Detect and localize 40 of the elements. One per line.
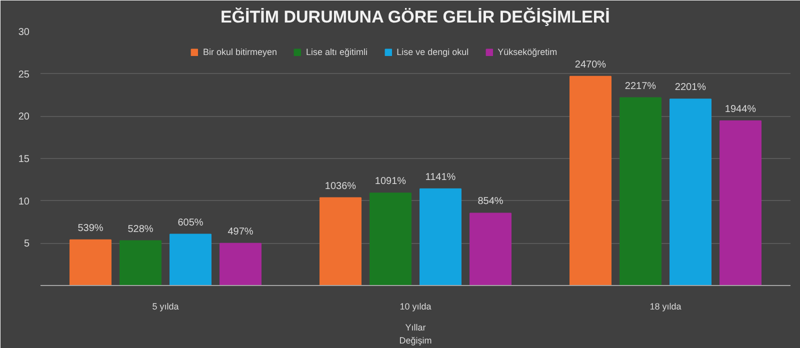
bar <box>170 234 212 286</box>
data-label: 1036% <box>324 180 356 192</box>
y-tick-label: 30 <box>18 27 30 38</box>
x-tick-label: 10 yılda <box>400 302 432 312</box>
data-label: 2470% <box>574 59 606 70</box>
data-label: 2217% <box>624 80 656 92</box>
data-label: 1141% <box>425 172 456 183</box>
legend-label: Lise ve dengi okul <box>396 47 469 57</box>
bar <box>720 120 762 286</box>
y-tick-label: 5 <box>24 238 30 250</box>
legend-label: Lise altı eğitimli <box>306 47 368 57</box>
bar <box>70 239 112 286</box>
chart-title: EĞİTİM DURUMUNA GÖRE GELİR DEĞİŞİMLERİ <box>220 6 610 26</box>
bar <box>470 212 512 286</box>
data-label: 1091% <box>374 176 406 188</box>
legend-label: Yükseköğretim <box>498 47 558 57</box>
bar <box>220 242 262 286</box>
bar <box>620 97 662 286</box>
data-label: 854% <box>478 196 504 208</box>
y-tick-label: 20 <box>18 112 30 123</box>
data-label: 1944% <box>724 104 756 115</box>
text: Değişim <box>399 336 432 346</box>
y-tick-label: 10 <box>18 196 30 208</box>
bar <box>420 188 462 286</box>
bar <box>670 98 712 286</box>
data-label: 497% <box>228 226 254 238</box>
x-tick-label: 5 yılda <box>152 302 179 312</box>
data-label: 539% <box>78 222 104 234</box>
data-label: 605% <box>178 217 204 228</box>
bar <box>570 76 612 286</box>
data-label: 528% <box>128 224 154 235</box>
data-label: 2201% <box>674 82 706 94</box>
y-tick-label: 25 <box>18 69 30 80</box>
x-tick-label: 18 yılda <box>650 302 682 312</box>
bar <box>370 192 412 286</box>
y-tick-label: 15 <box>18 154 30 165</box>
x-axis-title: Yıllar <box>405 322 426 332</box>
legend-label: Bir okul bitirmeyen <box>203 47 278 57</box>
bar <box>120 240 162 286</box>
bar <box>320 197 362 286</box>
